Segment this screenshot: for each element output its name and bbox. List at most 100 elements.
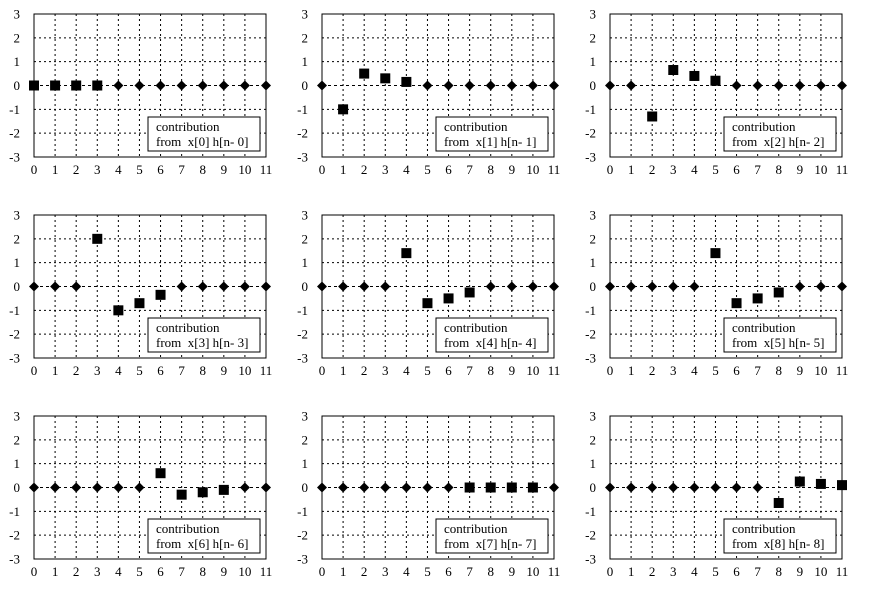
data-point-diamond [647,281,658,292]
data-point-square [773,497,784,508]
legend-line-1: contribution [156,119,220,134]
x-tick-label: 7 [466,564,473,579]
y-tick-label: 2 [590,432,597,447]
y-tick-label: -3 [9,150,20,165]
y-tick-label: 3 [590,7,597,22]
legend-line-1: contribution [156,320,220,335]
x-tick-label: 0 [31,162,38,177]
y-tick-label: 2 [302,231,309,246]
y-tick-label: -2 [585,126,596,141]
legend-line-1: contribution [732,119,796,134]
y-tick-label: 3 [302,208,309,223]
data-point-diamond [794,80,805,91]
data-point-diamond [359,281,370,292]
data-point-square [380,73,391,84]
y-tick-label: 1 [14,255,21,270]
x-tick-label: 2 [649,162,656,177]
data-point-square [134,298,145,309]
data-point-diamond [549,482,559,493]
x-tick-label: 6 [157,564,164,579]
y-tick-label: -3 [9,351,20,366]
data-point-square [647,111,658,122]
x-tick-label: 8 [487,162,494,177]
x-tick-label: 0 [31,564,38,579]
x-tick-label: 7 [754,162,761,177]
data-point-square [71,80,82,91]
legend-line-2: from x[4] h[n- 4] [444,335,536,350]
y-tick-label: 0 [302,279,309,294]
x-tick-label: 2 [73,363,80,378]
x-tick-label: 10 [526,564,539,579]
data-point-diamond [317,482,327,493]
legend-line-1: contribution [156,521,220,536]
x-tick-label: 2 [361,162,368,177]
x-tick-label: 10 [814,564,827,579]
x-tick-label: 6 [445,564,452,579]
x-tick-label: 6 [157,363,164,378]
y-tick-label: 0 [14,279,21,294]
x-tick-label: 8 [199,162,206,177]
x-tick-label: 11 [260,564,273,579]
y-tick-label: 1 [14,54,21,69]
data-point-diamond [668,281,679,292]
x-tick-label: 0 [607,363,614,378]
data-point-diamond [239,281,250,292]
data-point-square [197,487,208,498]
data-point-diamond [176,80,187,91]
x-tick-label: 5 [424,162,431,177]
x-tick-label: 0 [319,162,326,177]
x-tick-label: 8 [775,564,782,579]
data-point-diamond [837,80,847,91]
x-tick-label: 4 [691,564,698,579]
x-tick-label: 6 [157,162,164,177]
y-tick-label: -3 [297,150,308,165]
data-point-square [752,293,763,304]
data-point-diamond [485,281,496,292]
x-tick-label: 6 [445,363,452,378]
x-tick-label: 11 [836,564,849,579]
y-tick-label: -1 [9,102,20,117]
x-tick-label: 8 [199,363,206,378]
x-tick-label: 5 [712,564,719,579]
data-point-diamond [837,281,847,292]
y-tick-label: -1 [9,504,20,519]
y-tick-label: 3 [302,7,309,22]
x-tick-label: 8 [199,564,206,579]
y-tick-label: -2 [585,327,596,342]
y-tick-label: 0 [14,480,21,495]
legend-box [147,116,261,152]
x-tick-label: 5 [136,162,143,177]
data-point-diamond [626,281,637,292]
data-point-diamond [261,281,271,292]
data-point-diamond [815,281,826,292]
x-tick-label: 3 [382,564,389,579]
data-point-square [92,80,103,91]
y-tick-label: -1 [297,504,308,519]
y-tick-label: -3 [585,351,596,366]
data-point-diamond [527,281,538,292]
data-point-square [794,476,805,487]
data-point-diamond [239,482,250,493]
data-point-diamond [401,482,412,493]
legend-box [147,518,261,554]
x-tick-label: 1 [628,162,635,177]
data-point-square [689,70,700,81]
x-tick-label: 6 [733,162,740,177]
legend-line-2: from x[0] h[n- 0] [156,134,248,149]
y-tick-label: 0 [590,279,597,294]
x-tick-label: 1 [340,162,347,177]
data-point-diamond [92,482,103,493]
x-tick-label: 6 [733,564,740,579]
data-point-diamond [626,482,637,493]
y-tick-label: 1 [590,255,597,270]
y-tick-label: 2 [302,30,309,45]
legend-box [723,317,837,353]
data-point-square [668,65,679,76]
data-point-diamond [443,80,454,91]
x-tick-label: 1 [52,564,59,579]
